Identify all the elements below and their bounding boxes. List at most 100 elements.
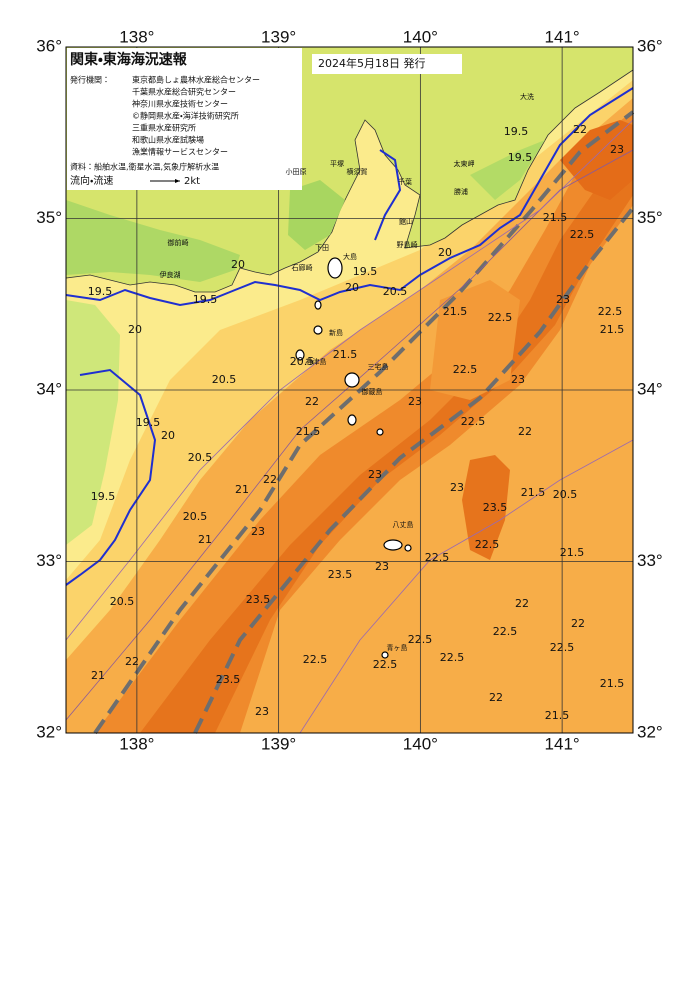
contour-label: 21.5 [600, 677, 625, 690]
land-low [66, 200, 240, 282]
lat-label: 33° [36, 551, 62, 570]
contour-label: 19.5 [88, 285, 113, 298]
place-name: 青ヶ島 [387, 643, 408, 652]
contour-label: 20 [161, 429, 175, 442]
place-name: 勝浦 [454, 187, 468, 196]
contour-label: 21.5 [543, 211, 568, 224]
contour-label: 22 [489, 691, 503, 704]
contour-label: 22 [125, 655, 139, 668]
contour-label: 22.5 [461, 415, 486, 428]
coastal-line [65, 87, 634, 307]
contour-label: 22.5 [493, 625, 518, 638]
place-name: 御前崎 [168, 238, 189, 247]
contour-label: 21.5 [443, 305, 468, 318]
map-layer [65, 46, 635, 735]
issuer: 神奈川県水産技術センター [132, 99, 228, 109]
place-name: 千葉 [398, 177, 412, 186]
contour-label: 23.5 [246, 593, 271, 606]
warmest-band [140, 160, 633, 733]
contour-label: 23 [556, 293, 570, 306]
contour-label: 19.5 [136, 416, 161, 429]
kuroshio-axis [93, 110, 635, 735]
lat-label: 32° [637, 722, 663, 741]
place-name: 三宅島 [368, 362, 389, 371]
contour-label: 22.5 [440, 651, 465, 664]
contour-label: 23 [450, 481, 464, 494]
contour-label: 23.5 [328, 568, 353, 581]
contour-label: 22 [305, 395, 319, 408]
contour-label: 20.5 [188, 451, 213, 464]
contour-label: 20.5 [553, 488, 578, 501]
warm-eddy-e [462, 455, 510, 560]
contour-label: 20.5 [383, 285, 408, 298]
lon-label: 138° [119, 734, 154, 753]
contour-label: 23 [375, 560, 389, 573]
lat-label: 35° [637, 208, 663, 227]
lon-label: 141° [545, 734, 580, 753]
contour-label: 22.5 [425, 551, 450, 564]
contour-label: 21 [91, 669, 105, 682]
contour-label: 21 [235, 483, 249, 496]
contour-label: 22 [518, 425, 532, 438]
contour-label: 21.5 [600, 323, 625, 336]
lat-label: 34° [36, 379, 62, 398]
issuer-label: 発行機関： [70, 75, 110, 85]
lon-label: 139° [261, 27, 296, 46]
contour-label: 19.5 [193, 293, 218, 306]
island [347, 414, 357, 426]
lon-label: 141° [545, 27, 580, 46]
place-name: 石廊崎 [292, 263, 313, 272]
current-scale: 2kt [184, 176, 200, 187]
isotherm-line [299, 439, 634, 734]
contour-label: 22.5 [453, 363, 478, 376]
contour-label: 23 [511, 373, 525, 386]
contour-label: 23 [251, 525, 265, 538]
contour-label: 19.5 [504, 125, 529, 138]
contour-label: 23.5 [216, 673, 241, 686]
place-name: 小田原 [286, 167, 307, 176]
place-name: 伊良湖 [160, 270, 181, 279]
contour-label: 22 [515, 597, 529, 610]
current-legend: 流向・流速 [70, 174, 113, 187]
issuer: 三重県水産研究所 [132, 123, 196, 133]
contour-label: 22 [263, 473, 277, 486]
place-name: 八丈島 [393, 520, 414, 529]
island [381, 651, 389, 659]
contour-label: 23.5 [483, 501, 508, 514]
contour-label: 20.5 [183, 510, 208, 523]
island [314, 300, 322, 310]
kuroshio-axis [193, 206, 635, 734]
lon-label: 140° [403, 27, 438, 46]
lat-label: 35° [36, 208, 62, 227]
issuer: ©静岡県水産・海洋技術研究所 [132, 111, 239, 121]
arrow-head [175, 179, 180, 183]
land-low [470, 140, 545, 200]
contour-label: 21.5 [545, 709, 570, 722]
lat-label: 34° [637, 379, 663, 398]
place-name: 大島 [343, 252, 357, 261]
place-name: 新島 [329, 328, 343, 337]
contour-label: 20.5 [290, 355, 315, 368]
lon-label: 139° [261, 734, 296, 753]
lon-label: 140° [403, 734, 438, 753]
island [404, 544, 412, 552]
contour-label: 22.5 [408, 633, 433, 646]
place-name: 野島崎 [397, 240, 418, 249]
place-name: 太東岬 [454, 159, 475, 168]
lat-label: 33° [637, 551, 663, 570]
issuer: 漁業情報サービスセンター [132, 147, 228, 157]
contour-label: 22.5 [550, 641, 575, 654]
contour-label: 21.5 [521, 486, 546, 499]
contour-label: 19.5 [508, 151, 533, 164]
contour-label: 20.5 [212, 373, 237, 386]
contour-label: 20 [231, 258, 245, 271]
contour-label: 22.5 [475, 538, 500, 551]
issuer: 千葉県水産総合研究センター [132, 87, 236, 97]
lon-label: 138° [119, 27, 154, 46]
contour-label: 20 [128, 323, 142, 336]
lat-label: 32° [36, 722, 62, 741]
issuer: 東京都島しょ農林水産総合センター [132, 75, 260, 85]
place-name: 平塚 [330, 159, 344, 168]
